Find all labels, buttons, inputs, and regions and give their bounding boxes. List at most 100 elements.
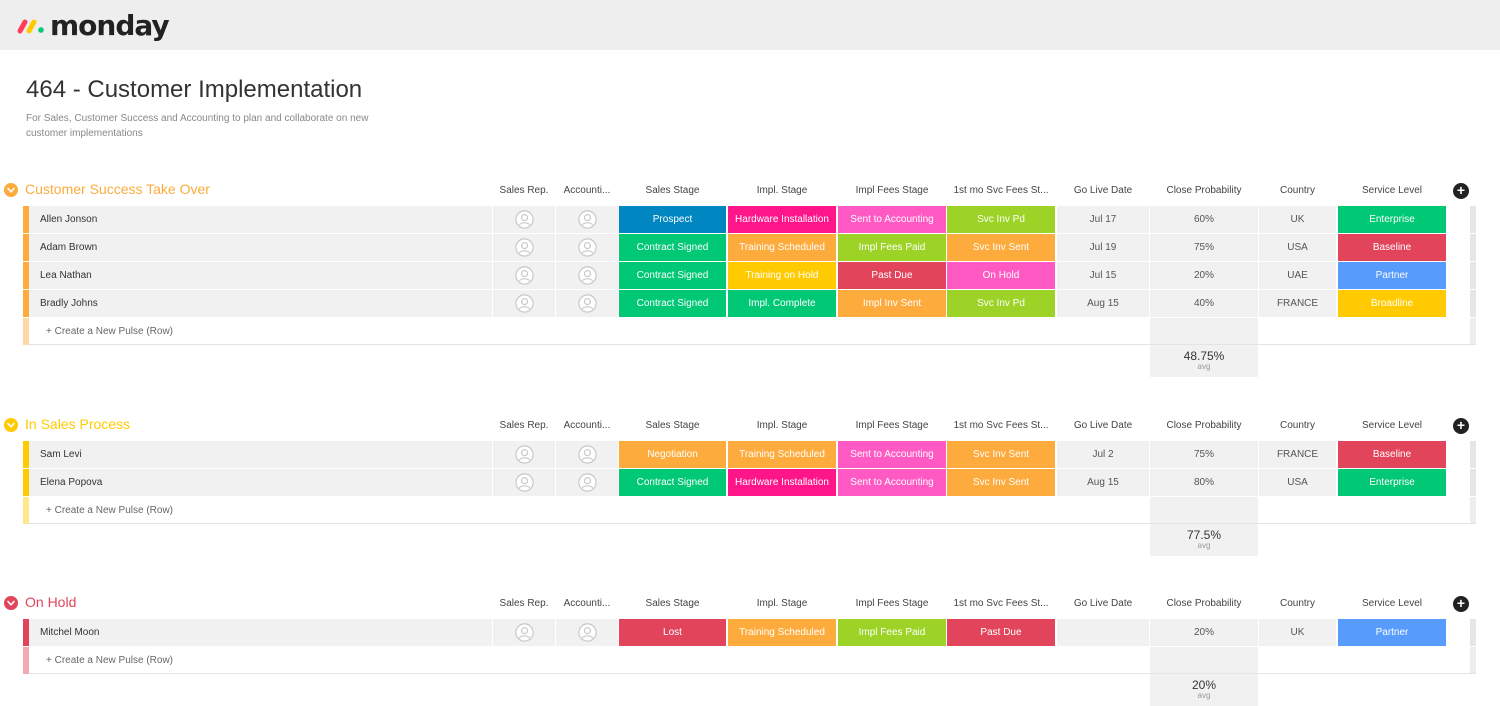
sales-stage-cell[interactable]: Negotiation: [619, 441, 726, 468]
column-header-service-level[interactable]: Service Level: [1361, 598, 1423, 609]
board-description[interactable]: For Sales, Customer Success and Accounti…: [26, 113, 369, 139]
svc-fees-cell[interactable]: Svc Inv Pd: [947, 206, 1055, 233]
country-cell[interactable]: UAE: [1259, 262, 1336, 289]
column-header-impl-stage[interactable]: Impl. Stage: [756, 185, 808, 196]
pulse-name[interactable]: Elena Popova: [29, 469, 492, 496]
accounting-cell[interactable]: [556, 234, 618, 261]
sales-stage-cell[interactable]: Contract Signed: [619, 290, 726, 317]
sales-rep-cell[interactable]: [493, 619, 555, 646]
table-row[interactable]: Mitchel Moon Lost Training Scheduled Impl F…: [0, 619, 1500, 646]
column-header-impl-fees[interactable]: Impl Fees Stage: [855, 598, 929, 609]
svc-fees-cell[interactable]: Svc Inv Sent: [947, 469, 1055, 496]
add-column-icon[interactable]: +: [1453, 596, 1469, 612]
impl-stage-cell[interactable]: Training on Hold: [728, 262, 836, 289]
table-row[interactable]: Elena Popova Contract Signed Hardware Inst…: [0, 469, 1500, 496]
create-new-pulse-button[interactable]: + Create a New Pulse (Row): [46, 505, 173, 516]
svc-fees-cell[interactable]: Svc Inv Sent: [947, 234, 1055, 261]
close-prob-cell[interactable]: 20%: [1150, 262, 1258, 289]
board-title[interactable]: 464 - Customer Implementation: [26, 76, 363, 103]
sales-stage-cell[interactable]: Lost: [619, 619, 726, 646]
impl-fees-cell[interactable]: Impl Fees Paid: [838, 619, 946, 646]
impl-stage-cell[interactable]: Impl. Complete: [728, 290, 836, 317]
pulse-name[interactable]: Mitchel Moon: [29, 619, 492, 646]
close-prob-cell[interactable]: 75%: [1150, 234, 1258, 261]
close-prob-cell[interactable]: 60%: [1150, 206, 1258, 233]
column-header-sales-rep[interactable]: Sales Rep.: [499, 420, 549, 431]
column-header-country[interactable]: Country: [1279, 185, 1315, 196]
create-new-pulse-row[interactable]: + Create a New Pulse (Row): [0, 497, 1500, 524]
group-title[interactable]: In Sales Process: [25, 416, 131, 432]
service-level-cell[interactable]: Partner: [1338, 262, 1446, 289]
country-cell[interactable]: USA: [1259, 469, 1336, 496]
impl-fees-cell[interactable]: Impl Fees Paid: [838, 234, 946, 261]
accounting-cell[interactable]: [556, 619, 618, 646]
impl-stage-cell[interactable]: Training Scheduled: [728, 234, 836, 261]
column-header-service-level[interactable]: Service Level: [1361, 185, 1423, 196]
person-avatar-icon[interactable]: [578, 623, 597, 642]
sales-rep-cell[interactable]: [493, 290, 555, 317]
person-avatar-icon[interactable]: [578, 473, 597, 492]
country-cell[interactable]: UK: [1259, 619, 1336, 646]
service-level-cell[interactable]: Enterprise: [1338, 206, 1446, 233]
column-header-svc-fees[interactable]: 1st mo Svc Fees St...: [953, 185, 1049, 196]
create-new-pulse-button[interactable]: + Create a New Pulse (Row): [46, 655, 173, 666]
impl-stage-cell[interactable]: Hardware Installation: [728, 206, 836, 233]
go-live-cell[interactable]: Jul 2: [1057, 441, 1149, 468]
go-live-cell[interactable]: Jul 17: [1057, 206, 1149, 233]
go-live-cell[interactable]: Jul 19: [1057, 234, 1149, 261]
country-cell[interactable]: FRANCE: [1259, 441, 1336, 468]
pulse-name[interactable]: Sam Levi: [29, 441, 492, 468]
column-header-go-live[interactable]: Go Live Date: [1073, 420, 1133, 431]
sales-stage-cell[interactable]: Prospect: [619, 206, 726, 233]
group-title[interactable]: On Hold: [25, 594, 77, 610]
collapse-group-icon[interactable]: [4, 596, 18, 610]
svc-fees-cell[interactable]: On Hold: [947, 262, 1055, 289]
go-live-cell[interactable]: Jul 15: [1057, 262, 1149, 289]
sales-stage-cell[interactable]: Contract Signed: [619, 262, 726, 289]
table-row[interactable]: Allen Jonson Prospect Hardware Installatio…: [0, 206, 1500, 233]
column-header-sales-rep[interactable]: Sales Rep.: [499, 185, 549, 196]
column-header-country[interactable]: Country: [1279, 598, 1315, 609]
group-title[interactable]: Customer Success Take Over: [25, 181, 210, 197]
person-avatar-icon[interactable]: [515, 210, 534, 229]
person-avatar-icon[interactable]: [515, 445, 534, 464]
pulse-name[interactable]: Adam Brown: [29, 234, 492, 261]
column-header-accounting[interactable]: Accounti...: [563, 185, 611, 196]
sales-stage-cell[interactable]: Contract Signed: [619, 469, 726, 496]
sales-stage-cell[interactable]: Contract Signed: [619, 234, 726, 261]
country-cell[interactable]: UK: [1259, 206, 1336, 233]
pulse-name[interactable]: Lea Nathan: [29, 262, 492, 289]
column-header-close-prob[interactable]: Close Probability: [1166, 598, 1242, 609]
sales-rep-cell[interactable]: [493, 441, 555, 468]
create-new-pulse-row[interactable]: + Create a New Pulse (Row): [0, 647, 1500, 674]
impl-fees-cell[interactable]: Impl Inv Sent: [838, 290, 946, 317]
create-new-pulse-row[interactable]: + Create a New Pulse (Row): [0, 318, 1500, 345]
column-header-service-level[interactable]: Service Level: [1361, 420, 1423, 431]
svc-fees-cell[interactable]: Svc Inv Pd: [947, 290, 1055, 317]
service-level-cell[interactable]: Enterprise: [1338, 469, 1446, 496]
impl-fees-cell[interactable]: Sent to Accounting: [838, 206, 946, 233]
impl-stage-cell[interactable]: Hardware Installation: [728, 469, 836, 496]
table-row[interactable]: Sam Levi Negotiation Training Scheduled Sen…: [0, 441, 1500, 468]
person-avatar-icon[interactable]: [578, 266, 597, 285]
column-header-impl-fees[interactable]: Impl Fees Stage: [855, 185, 929, 196]
accounting-cell[interactable]: [556, 290, 618, 317]
go-live-cell[interactable]: [1057, 619, 1149, 646]
column-header-accounting[interactable]: Accounti...: [563, 420, 611, 431]
close-prob-cell[interactable]: 20%: [1150, 619, 1258, 646]
pulse-name[interactable]: Bradly Johns: [29, 290, 492, 317]
sales-rep-cell[interactable]: [493, 262, 555, 289]
add-column-icon[interactable]: +: [1453, 183, 1469, 199]
column-header-sales-stage[interactable]: Sales Stage: [645, 185, 700, 196]
column-header-sales-stage[interactable]: Sales Stage: [645, 598, 700, 609]
column-header-close-prob[interactable]: Close Probability: [1166, 420, 1242, 431]
impl-fees-cell[interactable]: Past Due: [838, 262, 946, 289]
person-avatar-icon[interactable]: [515, 294, 534, 313]
column-header-impl-stage[interactable]: Impl. Stage: [756, 598, 808, 609]
service-level-cell[interactable]: Broadline: [1338, 290, 1446, 317]
person-avatar-icon[interactable]: [515, 623, 534, 642]
close-prob-cell[interactable]: 40%: [1150, 290, 1258, 317]
column-header-country[interactable]: Country: [1279, 420, 1315, 431]
service-level-cell[interactable]: Baseline: [1338, 234, 1446, 261]
country-cell[interactable]: USA: [1259, 234, 1336, 261]
